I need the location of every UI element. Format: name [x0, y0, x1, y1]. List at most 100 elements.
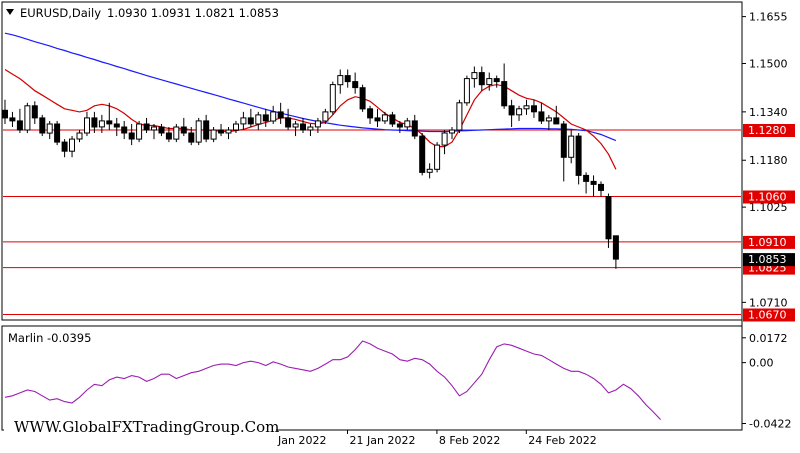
candle-bull: [98, 120, 105, 128]
candle-bull: [233, 123, 239, 131]
level-price-box: [743, 235, 795, 249]
candle-bear: [9, 117, 16, 122]
candle-bull: [322, 111, 329, 122]
candle-bull: [434, 144, 441, 170]
candle-bear: [493, 78, 500, 83]
candle-bear: [359, 87, 366, 110]
level-price-label: 1.0910: [748, 236, 787, 249]
candle-bull: [486, 78, 493, 86]
level-price-box: [743, 190, 795, 204]
time-tick-label: 24 Feb 2022: [528, 434, 596, 447]
price-tick-label: 1.1655: [749, 11, 788, 24]
candle-bear: [91, 117, 98, 128]
candle-bull: [46, 123, 53, 134]
candle-bull: [337, 75, 344, 86]
candle-bull: [292, 123, 299, 128]
chart-header-symbol: EURUSD,Daily: [20, 6, 101, 20]
candle-bull: [24, 105, 31, 131]
ma-slow-line: [4, 32, 617, 142]
indicator-tick-label: 0.0172: [749, 332, 788, 345]
candle-bull: [449, 129, 455, 134]
candle-bull: [151, 126, 157, 131]
candle-bear: [352, 81, 359, 89]
candle-bear: [106, 120, 113, 125]
candle-bear: [598, 183, 604, 191]
candle-bear: [344, 75, 351, 83]
main-pane-frame: [1, 1, 743, 321]
price-tick-label: 1.1500: [749, 57, 788, 70]
candle-bull: [426, 168, 433, 173]
candle-bear: [143, 123, 150, 131]
chart-header-ohlc: 1.0930 1.0931 1.0821 1.0853: [107, 6, 279, 20]
candle-bull: [240, 117, 247, 125]
indicator-tick-label: -0.0422: [749, 418, 791, 431]
candle-bear: [203, 120, 210, 140]
candle-bear: [575, 135, 582, 176]
candle-bear: [560, 123, 567, 158]
level-price-box: [743, 308, 795, 322]
indicator-tick-label: 0.00: [749, 357, 774, 370]
candle-bull: [404, 120, 411, 128]
price-tick-label: 1.1025: [749, 201, 788, 214]
candle-bear: [262, 114, 269, 122]
candle-bear: [396, 123, 403, 128]
candle-bull: [255, 114, 262, 125]
indicator-label: Marlin -0.0395: [8, 331, 91, 345]
candle-bear: [128, 132, 135, 140]
candle-bear: [367, 108, 374, 119]
candle-bear: [501, 81, 508, 107]
candle-bear: [218, 129, 225, 134]
candle-bull: [76, 132, 83, 140]
candle-bear: [508, 105, 515, 116]
candle-bull: [456, 102, 463, 131]
candle-bear: [389, 114, 396, 125]
candle-bear: [277, 111, 284, 119]
candle-bear: [538, 111, 545, 122]
time-tick-label: 8 Feb 2022: [439, 434, 500, 447]
candle-bear: [188, 132, 195, 143]
candle-bear: [531, 105, 537, 113]
candle-bear: [411, 120, 418, 137]
candle-bear: [583, 174, 590, 182]
candle-bull: [523, 105, 530, 110]
candle-bull: [441, 132, 448, 146]
candle-bull: [173, 126, 180, 140]
candle-bear: [2, 109, 8, 119]
level-price-box: [743, 124, 795, 137]
candle-bear: [158, 126, 165, 134]
candle-bear: [285, 117, 292, 128]
candle-bull: [545, 117, 552, 122]
candle-bear: [121, 126, 128, 134]
candle-bear: [16, 120, 23, 131]
candle-bull: [210, 129, 217, 140]
price-tick-label: 1.0710: [749, 296, 788, 309]
candle-bear: [39, 117, 46, 134]
candle-bear: [612, 235, 619, 260]
candle-bear: [180, 126, 187, 134]
candle-bull: [314, 120, 321, 128]
candle-bull: [225, 129, 232, 134]
candle-bull: [136, 123, 143, 140]
candle-bull: [307, 126, 314, 131]
collapse-triangle-icon[interactable]: [6, 9, 14, 15]
candle-bull: [381, 114, 388, 122]
price-tick-label: 1.1180: [749, 154, 788, 167]
candle-bear: [165, 132, 172, 140]
candle-bear: [300, 123, 306, 131]
candle-bull: [568, 135, 575, 158]
candle-bear: [605, 196, 612, 240]
current-price-label: 1.0853: [748, 253, 787, 266]
price-tick-label: 1.1340: [749, 106, 788, 119]
candle-bull: [195, 120, 202, 143]
candle-bear: [247, 117, 254, 125]
candle-bull: [69, 138, 75, 152]
level-price-label: 1.0670: [748, 308, 787, 321]
candle-bull: [84, 117, 90, 134]
time-tick-label: 5 Jan 2022: [268, 434, 327, 447]
candle-bear: [374, 117, 381, 122]
candle-bull: [270, 111, 277, 122]
candle-bull: [471, 72, 478, 80]
current-price-box: [743, 253, 795, 267]
